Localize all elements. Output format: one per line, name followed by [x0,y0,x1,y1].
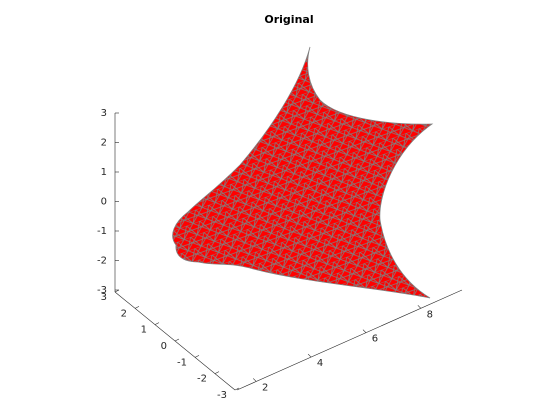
y-tick-label: 3 [101,292,107,303]
y-tick-label: 0 [161,341,167,352]
z-tick-label: -2 [97,256,107,267]
x-tick-label: 8 [427,309,433,320]
x-tick-label: 4 [317,358,323,369]
x-tick [362,329,367,333]
y-tick-label: 1 [141,325,147,336]
y-tick [174,338,180,342]
y-tick [134,306,140,309]
y-tick [114,289,120,293]
x-tick-label: 2 [262,382,268,393]
x-axis [236,289,463,391]
y-tick [194,355,200,358]
y-tick-label: -2 [197,374,207,385]
z-tick-label: -3 [97,285,107,296]
y-tick [214,371,220,374]
x-tick [417,305,422,309]
z-tick-label: 2 [101,138,107,149]
z-tick-label: 0 [101,197,107,208]
y-tick [154,322,160,325]
chart-title: Original [264,13,313,26]
y-tick-label: -1 [177,357,187,368]
y-tick [234,387,240,391]
z-tick-label: 3 [101,108,107,119]
z-tick-label: -1 [97,226,107,237]
y-tick-label: -3 [217,390,227,401]
z-tick-label: 1 [101,167,107,178]
x-tick [252,378,257,382]
x-tick [307,353,312,358]
surface-mesh [172,47,432,298]
y-tick-label: 2 [121,308,127,319]
x-tick-label: 6 [372,334,378,345]
